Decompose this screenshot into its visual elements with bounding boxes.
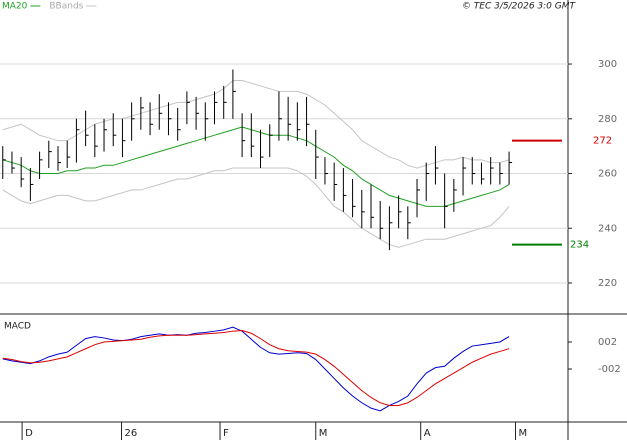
y-tick-label: 002	[598, 337, 617, 348]
x-tick-label: A	[424, 428, 431, 439]
level-label: 234	[570, 240, 589, 251]
band-upper	[2, 79, 510, 169]
x-tick-label: M	[319, 428, 328, 439]
macd-line	[2, 326, 510, 412]
level-label: 272	[593, 136, 612, 147]
x-tick-label: M	[519, 428, 528, 439]
y-tick-label: 260	[598, 169, 617, 180]
macd-line	[2, 330, 510, 406]
legend-label: MA20	[2, 2, 28, 12]
ma-line	[2, 126, 510, 207]
band-lower	[2, 167, 510, 248]
x-tick-label: D	[25, 428, 33, 439]
y-tick-label: 300	[598, 59, 617, 70]
macd-title: MACD	[4, 322, 31, 332]
x-tick-label: F	[223, 428, 229, 439]
source: © TEC 3/5/2026 3:0 GMT	[462, 2, 577, 12]
y-tick-label: -002	[598, 364, 621, 375]
y-tick-label: 280	[598, 114, 617, 125]
y-tick-label: 220	[598, 278, 617, 289]
y-tick-label: 240	[598, 223, 617, 234]
x-tick-label: 26	[125, 428, 138, 439]
legend-label: BBands	[49, 2, 83, 12]
